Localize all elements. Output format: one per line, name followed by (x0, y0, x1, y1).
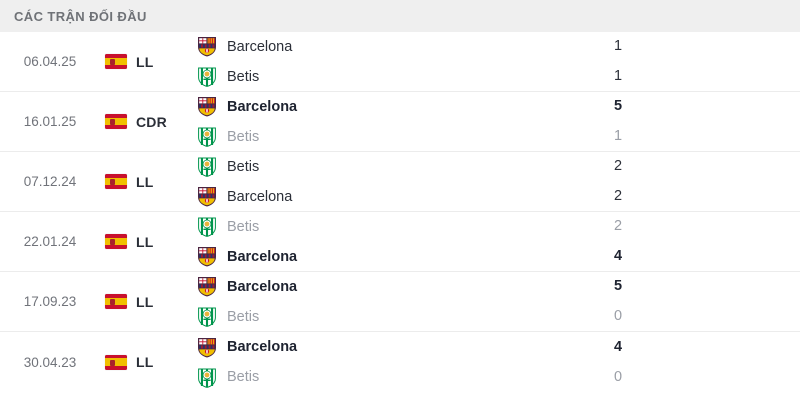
scores-cell: 2 4 (555, 216, 800, 267)
table-row[interactable]: 16.01.25 CDR Barcelona (0, 92, 800, 152)
teams-cell: Barcelona Betis (195, 276, 555, 327)
home-team-score: 5 (613, 98, 623, 114)
home-team-score: 2 (613, 158, 623, 174)
barcelona-crest-icon (198, 277, 216, 297)
away-team-name: Betis (227, 369, 260, 385)
home-team[interactable]: Barcelona (197, 36, 555, 57)
spain-flag-icon (105, 114, 127, 129)
table-row[interactable]: 06.04.25 LL Barcelona (0, 32, 800, 92)
competition-label: LL (136, 293, 154, 310)
home-team-name: Barcelona (227, 38, 293, 55)
spain-flag-icon (105, 54, 127, 69)
scores-cell: 5 0 (555, 276, 800, 327)
away-team-name: Betis (227, 68, 260, 85)
betis-crest-icon (198, 368, 216, 388)
competition-label: CDR (136, 113, 167, 130)
away-team-score: 0 (613, 308, 623, 324)
table-row[interactable]: 07.12.24 LL Betis (0, 152, 800, 212)
competition-label: LL (136, 53, 154, 70)
teams-cell: Barcelona Betis (195, 36, 555, 87)
teams-cell: Barcelona Betis (195, 96, 555, 147)
panel-header: CÁC TRẬN ĐỐI ĐẦU (0, 0, 800, 32)
away-team[interactable]: Betis (197, 306, 555, 327)
away-team[interactable]: Betis (197, 367, 555, 388)
home-team-name: Barcelona (227, 278, 298, 295)
home-team-name: Betis (227, 218, 260, 235)
away-team[interactable]: Barcelona (197, 246, 555, 267)
away-team[interactable]: Barcelona (197, 186, 555, 207)
home-team[interactable]: Betis (197, 156, 555, 177)
home-team-score: 4 (613, 338, 623, 355)
competition-cell: LL (100, 294, 195, 310)
competition-cell: LL (100, 234, 195, 250)
home-team-name: Barcelona (227, 98, 298, 115)
match-date: 22.01.24 (23, 234, 77, 249)
table-row[interactable]: 30.04.23 LL Barcelona (0, 332, 800, 392)
scores-cell: 2 2 (555, 156, 800, 207)
barcelona-crest-icon (198, 247, 216, 267)
barcelona-crest-icon (198, 337, 216, 357)
home-team-score: 1 (613, 38, 623, 54)
spain-flag-icon (105, 234, 127, 249)
betis-crest-icon (198, 67, 216, 87)
match-date: 16.01.25 (23, 114, 77, 129)
scores-cell: 1 1 (555, 36, 800, 87)
away-team-score: 2 (613, 188, 623, 204)
away-team-score: 4 (613, 248, 623, 264)
home-team-name: Barcelona (227, 339, 298, 355)
scores-cell: 4 0 (555, 337, 800, 388)
home-team[interactable]: Barcelona (197, 276, 555, 297)
table-row[interactable]: 17.09.23 LL Barcelona (0, 272, 800, 332)
spain-flag-icon (105, 294, 127, 309)
competition-label: LL (136, 233, 154, 250)
match-date: 30.04.23 (23, 354, 77, 370)
home-team-score: 5 (613, 278, 623, 294)
match-date: 17.09.23 (23, 294, 77, 309)
barcelona-crest-icon (198, 97, 216, 117)
teams-cell: Betis Barcelona (195, 156, 555, 207)
away-team-score: 1 (613, 128, 623, 144)
home-team[interactable]: Betis (197, 216, 555, 237)
away-team-score: 0 (613, 368, 623, 385)
barcelona-crest-icon (198, 37, 216, 57)
teams-cell: Barcelona Betis (195, 337, 555, 388)
away-team-name: Betis (227, 128, 260, 145)
away-team[interactable]: Betis (197, 66, 555, 87)
match-list: 06.04.25 LL Barcelona (0, 32, 800, 392)
away-team-name: Barcelona (227, 248, 298, 265)
spain-flag-icon (105, 174, 127, 189)
home-team-score: 2 (613, 218, 623, 234)
home-team[interactable]: Barcelona (197, 337, 555, 358)
betis-crest-icon (198, 217, 216, 237)
away-team-name: Barcelona (227, 188, 293, 205)
competition-cell: CDR (100, 114, 195, 130)
competition-label: LL (136, 173, 154, 190)
table-row[interactable]: 22.01.24 LL Betis (0, 212, 800, 272)
teams-cell: Betis Barcelona (195, 216, 555, 267)
betis-crest-icon (198, 127, 216, 147)
away-team[interactable]: Betis (197, 126, 555, 147)
competition-cell: LL (100, 54, 195, 70)
competition-label: LL (136, 354, 154, 370)
home-team[interactable]: Barcelona (197, 96, 555, 117)
match-date: 07.12.24 (23, 174, 77, 189)
competition-cell: LL (100, 354, 195, 370)
home-team-name: Betis (227, 158, 260, 175)
page-title: CÁC TRẬN ĐỐI ĐẦU (14, 8, 147, 24)
spain-flag-icon (105, 354, 127, 370)
away-team-name: Betis (227, 308, 260, 325)
betis-crest-icon (198, 307, 216, 327)
betis-crest-icon (198, 157, 216, 177)
competition-cell: LL (100, 174, 195, 190)
away-team-score: 1 (613, 68, 623, 84)
scores-cell: 5 1 (555, 96, 800, 147)
barcelona-crest-icon (198, 187, 216, 207)
match-date: 06.04.25 (23, 54, 77, 69)
